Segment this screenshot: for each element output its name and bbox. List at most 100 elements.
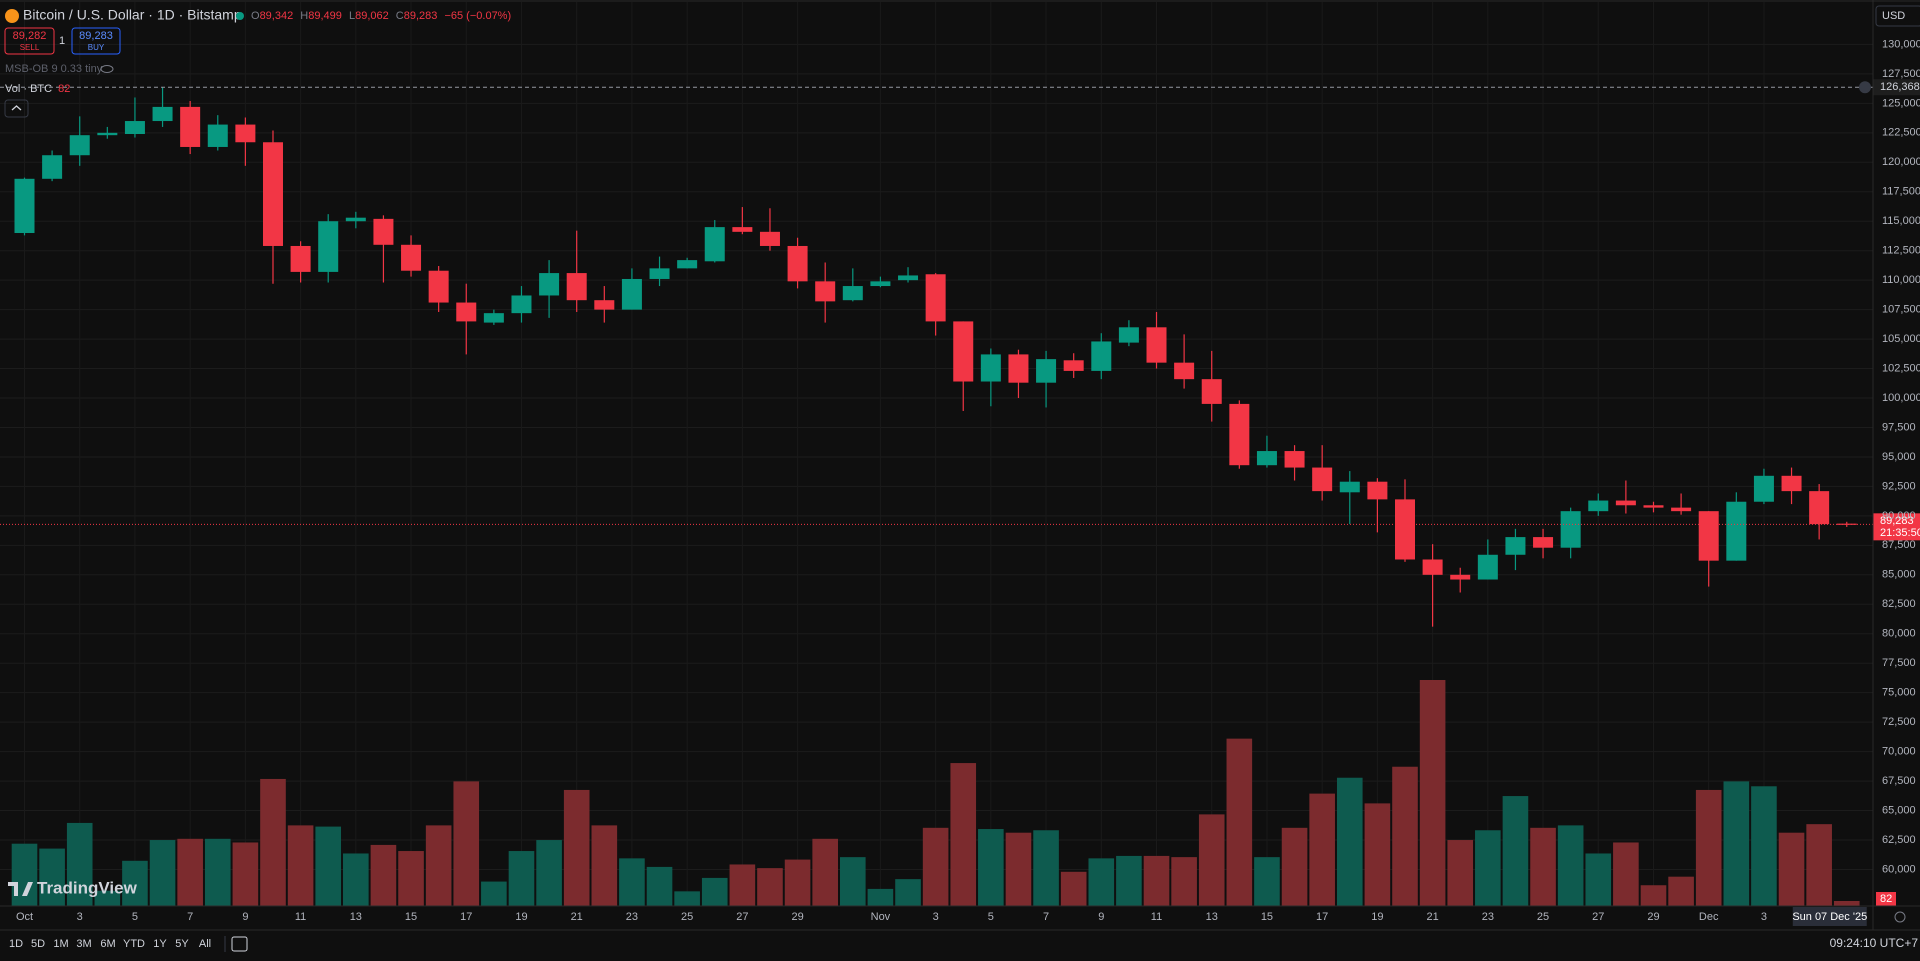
volume-bar (1530, 827, 1556, 906)
volume-bar (1171, 857, 1197, 906)
ohlc-value: 89,283 (404, 10, 438, 22)
collapse-button[interactable] (4, 99, 29, 118)
settings-icon[interactable] (1894, 911, 1906, 923)
candle-body (1201, 379, 1222, 404)
volume-title: Vol · BTC (5, 83, 52, 95)
crosshair-date-box (1792, 907, 1867, 926)
y-tick-label: 90,000 (1882, 510, 1916, 522)
x-tick-label: 25 (681, 911, 693, 923)
x-tick-label: 7 (1043, 911, 1049, 923)
volume-bar (11, 843, 38, 906)
high-label-box (1873, 79, 1920, 96)
alert-icon[interactable] (1859, 81, 1871, 94)
volume-bar (1695, 789, 1722, 906)
candle-body (207, 124, 228, 147)
candle-body (290, 245, 311, 272)
range-button[interactable]: YTD (123, 938, 145, 950)
indicator-msb[interactable]: MSB-OB 9 0.33 tiny (5, 63, 103, 75)
symbol-title[interactable]: Bitcoin / U.S. Dollar · 1D · Bitstamp (23, 7, 242, 23)
volume-bar (895, 879, 921, 906)
volume-bar (1336, 777, 1363, 906)
candle-body (759, 231, 780, 246)
currency-button[interactable] (1875, 5, 1920, 27)
volume-bar (922, 827, 949, 906)
range-button[interactable]: 1M (53, 938, 68, 950)
y-tick-label: 92,500 (1882, 480, 1916, 492)
y-tick-label: 65,000 (1882, 804, 1916, 816)
volume-bar (287, 825, 314, 906)
candle-body (1146, 327, 1167, 363)
y-tick-label: 125,000 (1882, 97, 1920, 109)
currency: USD (1882, 10, 1905, 22)
ohlc-value: 89,499 (308, 10, 342, 22)
candle-body (677, 260, 698, 269)
collapse-icon (11, 105, 22, 111)
volume-bar (839, 857, 866, 906)
volume-bar (1198, 814, 1225, 906)
buy-button[interactable] (71, 27, 121, 55)
volume-bar (1309, 793, 1335, 906)
volume-bar (701, 877, 728, 906)
candle-body (898, 275, 919, 281)
candle-body (1809, 491, 1830, 525)
volume-bar (1502, 796, 1529, 906)
candle-body (1063, 360, 1084, 371)
x-tick-label: 13 (1206, 911, 1218, 923)
candle-body (1698, 511, 1719, 561)
volume-bar (1033, 830, 1059, 906)
y-tick-label: 120,000 (1882, 156, 1920, 168)
range-button[interactable]: 3M (76, 938, 91, 950)
volume-bar (1254, 857, 1280, 906)
volume-bar (232, 842, 259, 906)
volume-bar (536, 840, 562, 906)
y-tick-label: 75,000 (1882, 687, 1916, 699)
candle-body (566, 273, 587, 301)
indicator-volume[interactable]: Vol · BTC 82 (5, 83, 70, 95)
y-tick-label: 70,000 (1882, 746, 1916, 758)
range-button[interactable]: 5Y (175, 938, 189, 950)
x-tick-label: Oct (16, 911, 33, 923)
candle-body (732, 227, 753, 232)
candle-body (1229, 403, 1250, 466)
toolbar: 1D 5D 1M 3M 6M YTD 1Y 5Y All (9, 938, 211, 950)
x-tick-label: 19 (1371, 911, 1383, 923)
candles (14, 87, 1857, 627)
candle-body (925, 274, 946, 322)
ohlc-label: O (251, 10, 260, 22)
candle-body (318, 221, 339, 272)
x-tick-label: 9 (1098, 911, 1104, 923)
quantity[interactable]: 1 (59, 35, 65, 47)
range-button[interactable]: 5D (31, 938, 45, 950)
volume-bar (122, 860, 148, 906)
y-tick-label: 100,000 (1882, 392, 1920, 404)
range-button[interactable]: 1Y (153, 938, 167, 950)
sell-price: 89,282 (13, 30, 47, 42)
candle-body (1284, 451, 1305, 468)
y-tick-label: 112,500 (1882, 245, 1920, 257)
sell-button[interactable] (4, 27, 55, 55)
y-tick-label: 62,500 (1882, 834, 1916, 846)
candle-body (1118, 327, 1139, 343)
calendar-icon[interactable] (231, 936, 248, 952)
candle-body (1450, 574, 1471, 580)
volume-bar (1392, 766, 1418, 906)
range-button[interactable]: 6M (100, 938, 115, 950)
volume-bar (204, 838, 231, 906)
grid (0, 2, 1873, 906)
candle-body (1505, 537, 1526, 555)
range-button[interactable]: All (199, 938, 211, 950)
candle-body (1615, 500, 1636, 506)
x-tick-label: 7 (187, 911, 193, 923)
y-tick-label: 115,000 (1882, 215, 1920, 227)
range-button[interactable]: 1D (9, 938, 23, 950)
volume-bar (1751, 786, 1777, 906)
volume-bar (1060, 871, 1087, 906)
candle-body (1643, 505, 1664, 508)
eye-icon[interactable] (100, 65, 114, 73)
volume-bar (481, 881, 507, 906)
candle-body (262, 142, 283, 246)
volume-bar (978, 829, 1004, 906)
volume-bar (1364, 803, 1391, 906)
x-tick-label: 23 (626, 911, 638, 923)
candle-body (1339, 481, 1360, 493)
